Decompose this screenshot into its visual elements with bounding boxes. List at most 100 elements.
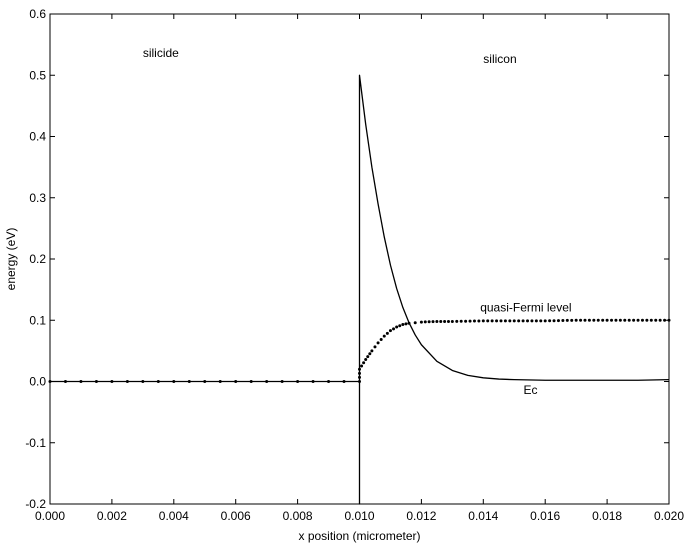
x-tick-label: 0.012	[406, 509, 436, 523]
series-point	[530, 319, 534, 323]
x-tick-label: 0.014	[468, 509, 498, 523]
series-point	[663, 318, 667, 322]
series-point	[623, 318, 627, 322]
series-point	[407, 321, 411, 325]
series-point	[419, 320, 423, 324]
series-point	[368, 352, 372, 356]
series-point	[517, 319, 521, 323]
series-point	[388, 329, 392, 333]
series-point	[249, 380, 253, 383]
series-point	[404, 322, 408, 326]
series-point	[601, 318, 605, 322]
series-ec	[50, 74, 670, 505]
y-tick-label: 0.2	[29, 252, 46, 266]
series-point	[658, 318, 662, 322]
series-point	[464, 319, 468, 323]
series-point	[636, 318, 640, 322]
series-point	[392, 327, 396, 331]
series-point	[358, 375, 361, 379]
x-tick-label: 0.018	[592, 509, 622, 523]
series-point	[141, 380, 145, 383]
series-point	[521, 319, 525, 323]
series-point	[125, 380, 129, 383]
y-axis-label: energy (eV)	[4, 228, 18, 291]
series-point	[459, 319, 463, 323]
series-point	[543, 319, 547, 323]
series-point	[280, 380, 284, 383]
series-point	[401, 323, 405, 327]
series-point	[495, 319, 499, 323]
series-point	[640, 318, 644, 322]
series-point	[382, 334, 386, 338]
series-point	[574, 318, 578, 322]
series-point	[156, 380, 160, 383]
series-point	[526, 319, 530, 323]
y-tick-label: 0.4	[29, 130, 46, 144]
series-point	[362, 361, 366, 365]
series-point	[446, 319, 450, 323]
series-point	[645, 318, 649, 322]
series-point	[632, 318, 636, 322]
series-point	[614, 318, 618, 322]
series-point	[472, 319, 476, 323]
series-point	[364, 357, 368, 361]
x-tick-label: 0.008	[283, 509, 313, 523]
series-point	[654, 318, 658, 322]
y-tick-label: -0.1	[25, 436, 46, 450]
series-point	[218, 380, 222, 383]
series-point	[358, 371, 361, 375]
series-point	[376, 341, 380, 345]
series-point	[583, 318, 587, 322]
y-tick-label: 0.6	[29, 7, 46, 21]
annotation-quasi-fermi-level: quasi-Fermi level	[480, 301, 571, 315]
series-point	[423, 320, 427, 324]
series-point	[187, 380, 191, 383]
series-point	[627, 318, 631, 322]
series-point	[358, 367, 361, 371]
series-point	[94, 380, 98, 383]
series-point	[431, 320, 435, 324]
series-point	[596, 318, 600, 322]
series-point	[539, 319, 543, 323]
series-point	[618, 318, 622, 322]
series-point	[234, 380, 238, 383]
series-point	[455, 319, 459, 323]
series-point	[552, 319, 556, 323]
series-point	[610, 318, 614, 322]
x-tick-label: 0.000	[35, 509, 65, 523]
series-point	[592, 318, 596, 322]
y-tick-label: -0.2	[25, 497, 46, 511]
series-point	[358, 380, 361, 383]
annotation-silicide: silicide	[143, 46, 179, 60]
series-point	[508, 319, 512, 323]
series-point	[579, 318, 583, 322]
series-point	[360, 364, 364, 368]
series-point	[534, 319, 538, 323]
series-point	[311, 380, 315, 383]
x-tick-label: 0.010	[344, 509, 374, 523]
series-point	[63, 380, 67, 383]
series-point	[486, 319, 490, 323]
series-point	[342, 380, 346, 383]
x-tick-label: 0.020	[654, 509, 684, 523]
series-point	[548, 319, 552, 323]
series-point	[565, 318, 569, 322]
y-tick-label: 0.3	[29, 191, 46, 205]
annotation-ec: Ec	[524, 383, 538, 397]
annotations: silicide silicon quasi-Fermi level Ec	[143, 46, 572, 397]
series-point	[468, 319, 472, 323]
series-quasi-fermi-level	[48, 318, 671, 383]
y-tick-label: 0.0	[29, 375, 46, 389]
annotation-silicon: silicon	[483, 52, 516, 66]
x-tick-label: 0.006	[221, 509, 251, 523]
series-point	[490, 319, 494, 323]
series-point	[503, 319, 507, 323]
x-tick-label: 0.004	[159, 509, 189, 523]
series-point	[413, 321, 417, 325]
series-point	[172, 380, 176, 383]
series-point	[605, 318, 609, 322]
series-point	[481, 319, 485, 323]
series-point	[373, 345, 377, 349]
ticks	[49, 13, 670, 505]
